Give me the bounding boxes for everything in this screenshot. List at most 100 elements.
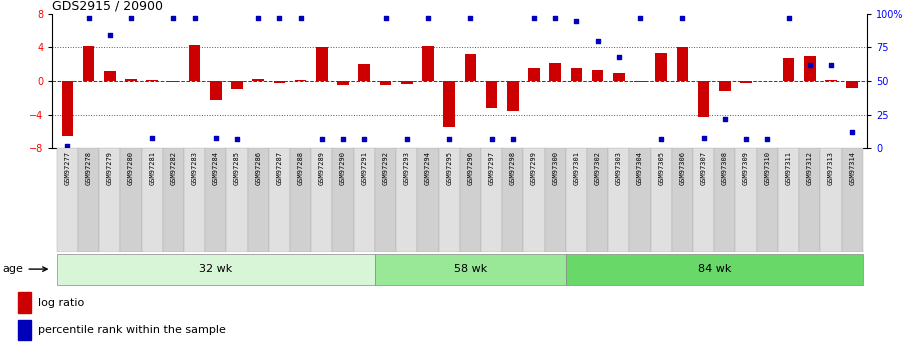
Text: GSM97314: GSM97314 bbox=[849, 151, 855, 186]
Bar bbox=[358, 64, 370, 81]
Text: GSM97279: GSM97279 bbox=[107, 151, 113, 186]
Text: age: age bbox=[3, 264, 47, 274]
Bar bbox=[545, 148, 566, 252]
Bar bbox=[354, 148, 375, 252]
Bar bbox=[248, 148, 269, 252]
Bar bbox=[125, 79, 137, 81]
Text: GSM97278: GSM97278 bbox=[86, 151, 91, 186]
Bar bbox=[231, 81, 243, 89]
Text: GSM97307: GSM97307 bbox=[700, 151, 707, 186]
Bar bbox=[799, 148, 820, 252]
Bar bbox=[693, 148, 714, 252]
Bar bbox=[460, 148, 481, 252]
Bar bbox=[719, 81, 730, 91]
Text: GSM97289: GSM97289 bbox=[319, 151, 325, 186]
Point bbox=[315, 136, 329, 142]
Bar bbox=[401, 81, 413, 83]
Bar bbox=[184, 148, 205, 252]
Bar bbox=[273, 81, 285, 83]
Point bbox=[612, 54, 626, 60]
Bar bbox=[252, 79, 264, 81]
Text: GSM97295: GSM97295 bbox=[446, 151, 452, 186]
Text: GSM97283: GSM97283 bbox=[192, 151, 197, 186]
Bar bbox=[783, 58, 795, 81]
Bar bbox=[269, 148, 290, 252]
Point bbox=[824, 62, 838, 68]
Point bbox=[803, 62, 817, 68]
Bar bbox=[82, 46, 94, 81]
Point bbox=[187, 15, 202, 21]
Bar bbox=[587, 148, 608, 252]
Point bbox=[590, 38, 605, 43]
Point bbox=[527, 15, 541, 21]
Text: 32 wk: 32 wk bbox=[199, 264, 233, 274]
Bar bbox=[507, 81, 519, 110]
Bar bbox=[163, 148, 184, 252]
Point bbox=[60, 143, 74, 148]
Bar bbox=[481, 148, 502, 252]
Point bbox=[697, 135, 711, 140]
Text: GSM97277: GSM97277 bbox=[64, 151, 71, 186]
Point bbox=[463, 15, 478, 21]
Text: log ratio: log ratio bbox=[38, 298, 84, 308]
Bar bbox=[566, 148, 587, 252]
Point bbox=[124, 15, 138, 21]
Point bbox=[208, 135, 223, 140]
Bar bbox=[78, 148, 100, 252]
Text: GSM97303: GSM97303 bbox=[615, 151, 622, 186]
Text: 84 wk: 84 wk bbox=[698, 264, 731, 274]
Bar bbox=[464, 54, 476, 81]
Bar bbox=[529, 68, 539, 81]
Bar bbox=[651, 148, 672, 252]
Text: GSM97291: GSM97291 bbox=[361, 151, 367, 186]
Point bbox=[145, 135, 159, 140]
Text: GSM97281: GSM97281 bbox=[149, 151, 155, 186]
Bar bbox=[338, 81, 349, 85]
Point bbox=[251, 15, 265, 21]
Point bbox=[272, 15, 287, 21]
Bar bbox=[57, 148, 78, 252]
Bar bbox=[677, 47, 689, 81]
Bar bbox=[502, 148, 523, 252]
Bar bbox=[820, 148, 842, 252]
Bar bbox=[523, 148, 545, 252]
Bar bbox=[672, 148, 693, 252]
Bar bbox=[120, 148, 141, 252]
Text: GSM97287: GSM97287 bbox=[276, 151, 282, 186]
Bar bbox=[417, 148, 439, 252]
Text: GSM97301: GSM97301 bbox=[574, 151, 579, 186]
Point bbox=[738, 136, 753, 142]
Text: GSM97288: GSM97288 bbox=[298, 151, 304, 186]
Bar bbox=[608, 148, 629, 252]
Bar bbox=[566, 254, 862, 285]
Text: GSM97297: GSM97297 bbox=[489, 151, 494, 186]
Bar bbox=[804, 56, 815, 81]
Bar bbox=[698, 81, 710, 117]
Text: GSM97309: GSM97309 bbox=[743, 151, 749, 186]
Point bbox=[81, 15, 96, 21]
Text: GSM97282: GSM97282 bbox=[170, 151, 176, 186]
Bar bbox=[205, 148, 226, 252]
Point bbox=[378, 15, 393, 21]
Point bbox=[506, 136, 520, 142]
Bar bbox=[714, 148, 736, 252]
Point bbox=[442, 136, 456, 142]
Bar bbox=[846, 81, 858, 88]
Bar bbox=[375, 254, 566, 285]
Text: GDS2915 / 20900: GDS2915 / 20900 bbox=[52, 0, 164, 13]
Point bbox=[421, 15, 435, 21]
Point bbox=[357, 136, 372, 142]
Point bbox=[293, 15, 308, 21]
Point bbox=[718, 116, 732, 121]
Point bbox=[336, 136, 350, 142]
Text: percentile rank within the sample: percentile rank within the sample bbox=[38, 325, 225, 335]
Bar bbox=[290, 148, 311, 252]
Bar bbox=[842, 148, 862, 252]
Bar bbox=[62, 81, 73, 136]
Text: GSM97280: GSM97280 bbox=[128, 151, 134, 186]
Bar bbox=[57, 254, 375, 285]
Bar bbox=[332, 148, 354, 252]
Bar bbox=[443, 81, 455, 127]
Bar bbox=[439, 148, 460, 252]
Text: GSM97294: GSM97294 bbox=[425, 151, 431, 186]
